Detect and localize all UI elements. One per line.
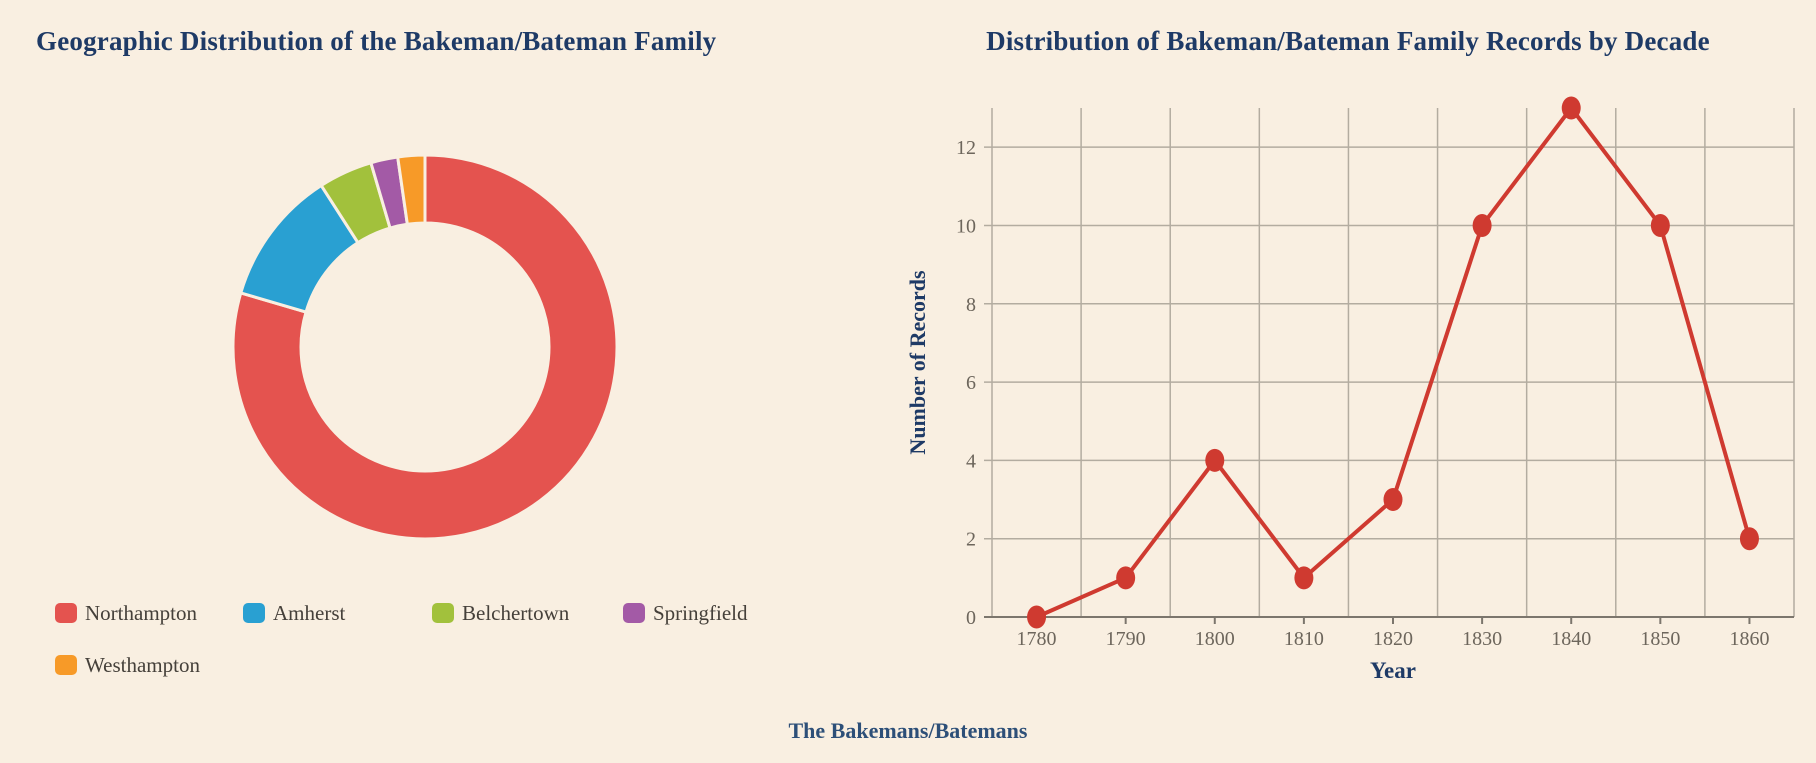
data-point-1800[interactable]	[1205, 448, 1225, 472]
line-series	[1034, 106, 1752, 619]
x-tick-label: 1790	[1106, 628, 1146, 650]
y-tick-label: 0	[966, 607, 976, 629]
pie-slice-northampton[interactable]	[231, 153, 619, 541]
donut-chart	[231, 153, 619, 541]
y-tick-label: 10	[956, 215, 976, 237]
y-tick-label: 12	[956, 137, 976, 159]
x-tick-label: 1860	[1729, 628, 1769, 650]
legend-label: Amherst	[273, 600, 346, 625]
x-axis-title: Year	[1370, 658, 1416, 683]
y-tick-label: 8	[966, 294, 976, 316]
x-tick-label: 1850	[1640, 628, 1680, 650]
data-point-1850[interactable]	[1650, 213, 1670, 237]
y-axis-title: Number of Records	[905, 270, 930, 455]
legend-swatch-icon	[432, 603, 454, 623]
legend-swatch-icon	[55, 603, 77, 623]
data-point-1780[interactable]	[1027, 605, 1047, 629]
data-point-1820[interactable]	[1383, 488, 1403, 512]
x-tick-label: 1780	[1017, 628, 1057, 650]
y-tick-label: 4	[966, 450, 976, 472]
y-tick-label: 2	[966, 529, 976, 551]
legend-item-amherst[interactable]: Amherst	[243, 600, 345, 626]
pie-chart-title: Geographic Distribution of the Bakeman/B…	[36, 26, 717, 56]
line-chart-title: Distribution of Bakeman/Bateman Family R…	[986, 26, 1710, 56]
legend-item-springfield[interactable]: Springfield	[623, 600, 748, 626]
data-point-1810[interactable]	[1294, 566, 1314, 590]
legend-item-northampton[interactable]: Northampton	[55, 600, 197, 626]
x-tick-label: 1830	[1462, 628, 1502, 650]
line-chart: 0 2 4 6 8 10 12 1780 1790 1800 1810 1820 1830 1840 185…	[905, 96, 1795, 683]
data-point-1860[interactable]	[1739, 527, 1759, 551]
x-tick-label: 1810	[1284, 628, 1324, 650]
legend-label: Northampton	[85, 600, 197, 625]
legend-item-westhampton[interactable]: Westhampton	[55, 652, 200, 678]
legend-label: Springfield	[653, 600, 748, 625]
legend-item-belchertown[interactable]: Belchertown	[432, 600, 569, 626]
page-footer-caption: The Bakemans/Batemans	[788, 718, 1028, 743]
legend-swatch-icon	[623, 603, 645, 623]
legend-swatch-icon	[243, 603, 265, 623]
x-tick-label: 1820	[1373, 628, 1413, 650]
data-point-1830[interactable]	[1472, 213, 1492, 237]
x-tick-label: 1800	[1195, 628, 1235, 650]
legend-label: Westhampton	[85, 652, 200, 677]
data-point-1840[interactable]	[1561, 96, 1581, 120]
data-point-1790[interactable]	[1116, 566, 1136, 590]
pie-slice-westhampton[interactable]	[396, 153, 427, 226]
legend-swatch-icon	[55, 655, 77, 675]
y-tick-label: 6	[966, 372, 976, 394]
legend-label: Belchertown	[462, 600, 570, 625]
x-tick-label: 1840	[1551, 628, 1591, 650]
